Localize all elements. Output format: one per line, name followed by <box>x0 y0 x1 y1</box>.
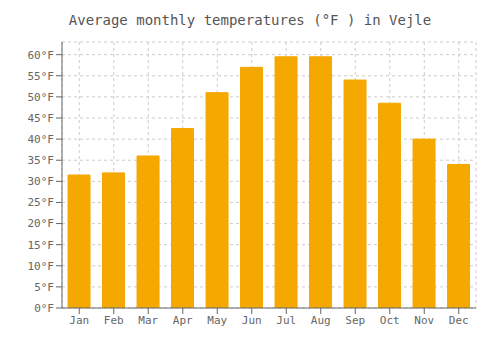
svg-text:45°F: 45°F <box>28 112 55 125</box>
svg-text:60°F: 60°F <box>28 49 55 62</box>
svg-text:Apr: Apr <box>173 314 193 327</box>
svg-text:20°F: 20°F <box>28 217 55 230</box>
svg-text:Oct: Oct <box>380 314 400 327</box>
svg-text:Mar: Mar <box>138 314 158 327</box>
svg-text:50°F: 50°F <box>28 91 55 104</box>
svg-text:Feb: Feb <box>104 314 124 327</box>
svg-text:Aug: Aug <box>311 314 331 327</box>
html-text:Average monthly temperatures (: Average monthly temperatures (°F ) in Ve… <box>68 12 432 28</box>
svg-text:0°F: 0°F <box>34 302 54 315</box>
svg-text:40°F: 40°F <box>28 133 55 146</box>
svg-text:15°F: 15°F <box>28 239 55 252</box>
svg-text:Jun: Jun <box>242 314 262 327</box>
svg-text:Jan: Jan <box>69 314 89 327</box>
svg-text:35°F: 35°F <box>28 154 55 167</box>
svg-text:55°F: 55°F <box>28 70 55 83</box>
svg-text:Jul: Jul <box>276 314 296 327</box>
svg-text:Dec: Dec <box>449 314 469 327</box>
svg-text:Sep: Sep <box>345 314 365 327</box>
svg-text:Nov: Nov <box>414 314 434 327</box>
svg-text:5°F: 5°F <box>34 281 54 294</box>
svg-text:10°F: 10°F <box>28 260 55 273</box>
svg-text:May: May <box>207 314 227 327</box>
svg-text:25°F: 25°F <box>28 196 55 209</box>
svg-text:30°F: 30°F <box>28 175 55 188</box>
